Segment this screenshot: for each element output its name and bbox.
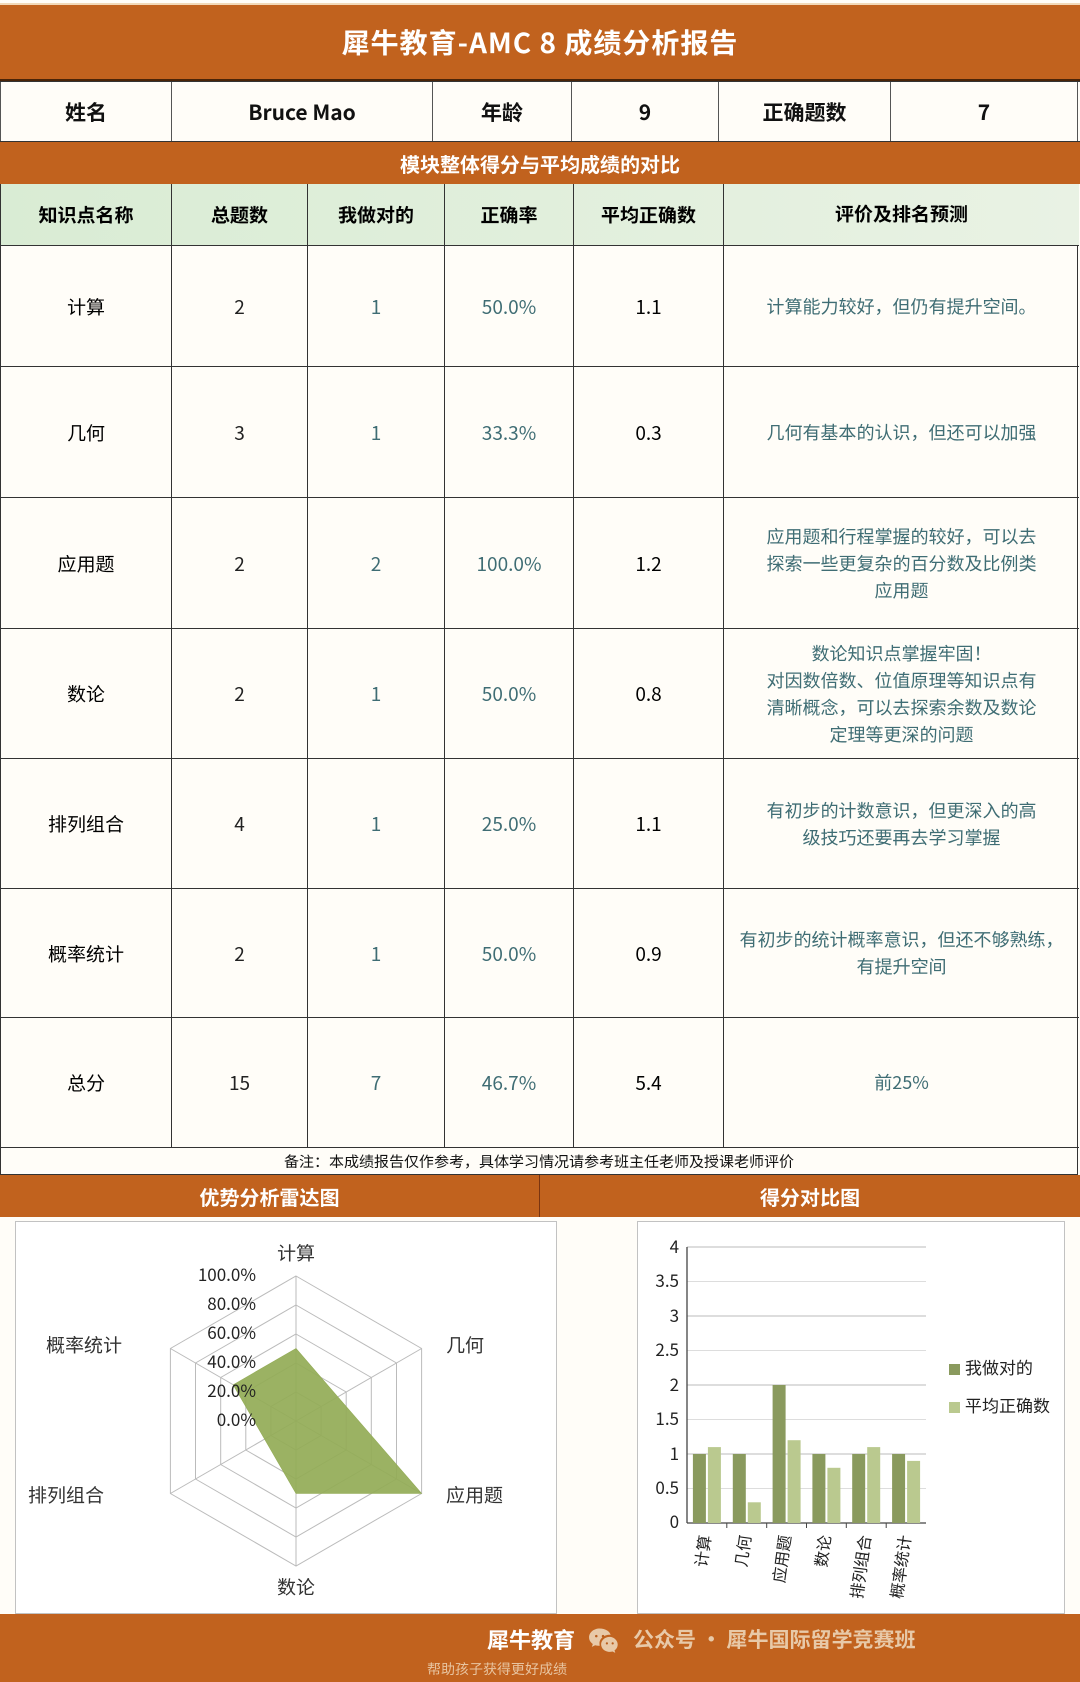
svg-text:数论: 数论 (808, 1533, 836, 1568)
svg-text:0: 0 (670, 1508, 679, 1533)
svg-text:20.0%: 20.0% (207, 1377, 256, 1402)
svg-text:计算: 计算 (277, 1239, 315, 1266)
svg-text:0.0%: 0.0% (217, 1406, 256, 1431)
svg-text:排列组合: 排列组合 (843, 1533, 876, 1600)
svg-text:1: 1 (670, 1440, 679, 1465)
svg-text:3: 3 (670, 1302, 679, 1327)
svg-text:概率统计: 概率统计 (883, 1533, 916, 1600)
svg-text:计算: 计算 (688, 1533, 716, 1568)
svg-text:60.0%: 60.0% (207, 1319, 256, 1344)
svg-text:排列组合: 排列组合 (28, 1481, 104, 1508)
svg-text:平均正确数: 平均正确数 (965, 1392, 1050, 1417)
svg-text:我做对的: 我做对的 (965, 1354, 1033, 1379)
svg-text:4: 4 (670, 1233, 679, 1258)
svg-text:数论: 数论 (277, 1573, 315, 1600)
svg-text:概率统计: 概率统计 (46, 1331, 122, 1358)
svg-text:几何: 几何 (446, 1331, 484, 1358)
svg-text:应用题: 应用题 (446, 1481, 503, 1508)
svg-text:几何: 几何 (728, 1533, 756, 1568)
svg-text:应用题: 应用题 (766, 1533, 796, 1584)
svg-text:3.5: 3.5 (655, 1267, 679, 1292)
svg-text:0.5: 0.5 (655, 1474, 679, 1499)
svg-text:2.5: 2.5 (655, 1336, 679, 1361)
svg-text:2: 2 (670, 1371, 679, 1396)
svg-text:1.5: 1.5 (655, 1405, 679, 1430)
svg-text:100.0%: 100.0% (198, 1261, 256, 1286)
svg-text:80.0%: 80.0% (207, 1290, 256, 1315)
svg-text:40.0%: 40.0% (207, 1348, 256, 1373)
